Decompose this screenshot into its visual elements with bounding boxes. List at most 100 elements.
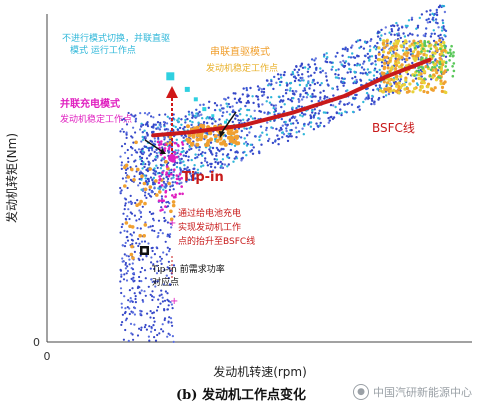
- scatter-point: [163, 211, 166, 214]
- scatter-point: [143, 326, 146, 329]
- scatter-point: [165, 171, 168, 174]
- scatter-point: [417, 70, 421, 74]
- scatter-point: [179, 168, 182, 171]
- scatter-point: [382, 65, 387, 69]
- scatter-point: [337, 68, 340, 71]
- scatter-point: [170, 173, 173, 176]
- scatter-point: [163, 147, 167, 150]
- scatter-point: [184, 118, 187, 122]
- scatter-point: [132, 338, 135, 341]
- scatter-point: [426, 82, 431, 86]
- scatter-point: [153, 336, 156, 339]
- scatter-point: [126, 167, 129, 170]
- scatter-point: [360, 66, 364, 69]
- scatter-point: [124, 241, 127, 244]
- scatter-point: [227, 102, 230, 106]
- scatter-point: [154, 173, 157, 176]
- annotation-battery-line2: 实现发动机工作: [178, 221, 241, 233]
- scatter-point: [194, 153, 197, 156]
- scatter-point: [439, 79, 443, 83]
- scatter-point: [145, 196, 148, 199]
- scatter-point: [302, 133, 305, 136]
- scatter-point: [139, 227, 142, 230]
- scatter-point: [228, 135, 233, 140]
- scatter-point: [314, 112, 317, 115]
- scatter-point: [271, 141, 275, 145]
- scatter-point: [334, 55, 337, 58]
- scatter-point: [163, 182, 166, 185]
- scatter-point: [435, 11, 438, 14]
- scatter-point: [198, 148, 201, 152]
- scatter-point: [260, 143, 263, 146]
- y-axis-label: 发动机转矩(Nm): [4, 133, 19, 223]
- scatter-point: [155, 148, 158, 151]
- scatter-point: [287, 97, 290, 101]
- scatter-point: [323, 95, 327, 98]
- scatter-point: [121, 260, 124, 263]
- scatter-point: [133, 292, 136, 295]
- scatter-point: [159, 167, 163, 170]
- scatter-point: [432, 29, 435, 32]
- scatter-point: [139, 270, 142, 274]
- scatter-point: [384, 94, 388, 97]
- scatter-point: [337, 112, 341, 115]
- scatter-point: [160, 262, 163, 265]
- scatter-point: [210, 162, 213, 166]
- scatter-point: [157, 187, 160, 190]
- tip-in-point-inner: [142, 248, 147, 253]
- scatter-point: [151, 295, 154, 298]
- scatter-point: [255, 95, 258, 98]
- scatter-point: [444, 90, 448, 95]
- scatter-point: [283, 71, 286, 74]
- scatter-point: [201, 154, 204, 157]
- scatter-point: [376, 41, 379, 45]
- annotation-no-switch-line2: 模式 运行工作点: [70, 44, 136, 56]
- scatter-point: [251, 117, 255, 120]
- scatter-point: [252, 101, 255, 105]
- scatter-point: [440, 89, 444, 93]
- scatter-point: [380, 28, 383, 32]
- scatter-point: [291, 106, 294, 109]
- scatter-point: [239, 113, 242, 116]
- scatter-point: [439, 82, 443, 86]
- scatter-point: [135, 219, 138, 222]
- scatter-point: [169, 222, 172, 225]
- scatter-point: [124, 204, 127, 207]
- scatter-point: [141, 135, 144, 139]
- scatter-point: [171, 181, 174, 184]
- scatter-point: [139, 312, 142, 315]
- scatter-point: [159, 123, 162, 126]
- scatter-point: [182, 150, 185, 153]
- scatter-point: [131, 287, 134, 290]
- scatter-point: [267, 139, 270, 143]
- scatter-point: [326, 111, 329, 115]
- scatter-point: [139, 211, 142, 214]
- scatter-point: [159, 121, 162, 124]
- scatter-point: [379, 87, 383, 90]
- scatter-point: [348, 67, 351, 71]
- scatter-point: [130, 167, 134, 172]
- scatter-point: [364, 72, 367, 75]
- tip-in-arrowhead: [166, 86, 178, 98]
- scatter-point: [140, 289, 143, 292]
- scatter-point: [124, 328, 127, 332]
- scatter-point: [147, 160, 150, 163]
- scatter-point: [214, 120, 217, 123]
- scatter-point: [344, 60, 348, 63]
- scatter-point: [178, 192, 182, 196]
- scatter-point: [284, 123, 287, 126]
- scatter-point: [147, 147, 150, 150]
- scatter-point: [168, 117, 171, 120]
- scatter-point: [446, 51, 450, 55]
- scatter-point: [311, 111, 314, 114]
- scatter-point: [245, 101, 248, 105]
- scatter-point: [301, 115, 304, 118]
- scatter-point: [242, 118, 245, 122]
- scatter-point: [145, 131, 148, 134]
- scatter-point: [434, 43, 437, 47]
- scatter-point: [126, 148, 129, 152]
- scatter-point: [138, 327, 141, 330]
- scatter-point: [143, 223, 148, 227]
- scatter-point: [183, 167, 186, 171]
- scatter-point: [153, 150, 156, 154]
